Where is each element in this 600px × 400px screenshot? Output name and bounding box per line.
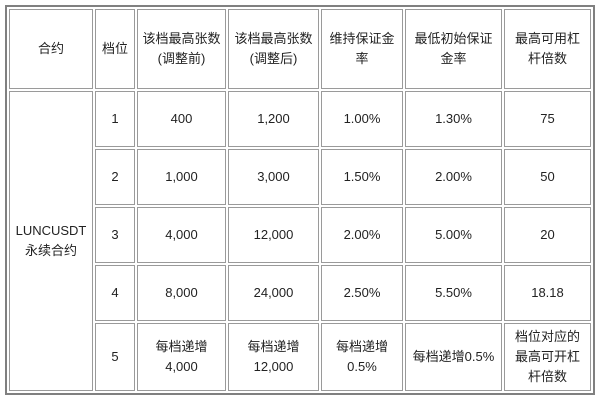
header-contract: 合约 bbox=[9, 9, 93, 89]
header-row: 合约 档位 该档最高张数 (调整前) 该档最高张数 (调整后) 维持保证金率 最… bbox=[9, 9, 591, 89]
tier-cell: 1 bbox=[95, 91, 135, 147]
max-leverage-cell: 20 bbox=[504, 207, 591, 263]
max-leverage-cell: 档位对应的最高可开杠杆倍数 bbox=[504, 323, 591, 392]
max-leverage-cell: 18.18 bbox=[504, 265, 591, 321]
max-before-cell: 400 bbox=[137, 91, 226, 147]
header-max-contracts-before: 该档最高张数 (调整前) bbox=[137, 9, 226, 89]
header-min-initial-margin-rate: 最低初始保证金率 bbox=[405, 9, 502, 89]
max-after-cell: 每档递增12,000 bbox=[228, 323, 319, 392]
initial-margin-cell: 5.50% bbox=[405, 265, 502, 321]
maintenance-margin-cell: 1.50% bbox=[321, 149, 403, 205]
table-row: 4 8,000 24,000 2.50% 5.50% 18.18 bbox=[9, 265, 591, 321]
header-max-leverage: 最高可用杠杆倍数 bbox=[504, 9, 591, 89]
maintenance-margin-cell: 1.00% bbox=[321, 91, 403, 147]
maintenance-margin-cell: 2.00% bbox=[321, 207, 403, 263]
max-after-cell: 24,000 bbox=[228, 265, 319, 321]
initial-margin-cell: 1.30% bbox=[405, 91, 502, 147]
table-row: 3 4,000 12,000 2.00% 5.00% 20 bbox=[9, 207, 591, 263]
table-row: 2 1,000 3,000 1.50% 2.00% 50 bbox=[9, 149, 591, 205]
maintenance-margin-cell: 2.50% bbox=[321, 265, 403, 321]
max-after-cell: 3,000 bbox=[228, 149, 319, 205]
max-before-cell: 8,000 bbox=[137, 265, 226, 321]
tier-cell: 2 bbox=[95, 149, 135, 205]
tier-cell: 5 bbox=[95, 323, 135, 392]
max-after-cell: 1,200 bbox=[228, 91, 319, 147]
initial-margin-cell: 每档递增0.5% bbox=[405, 323, 502, 392]
table-row: LUNCUSDT 永续合约 1 400 1,200 1.00% 1.30% 75 bbox=[9, 91, 591, 392]
table-row: 5 每档递增4,000 每档递增12,000 每档递增0.5% 每档递增0.5%… bbox=[9, 323, 591, 392]
header-maintenance-margin-rate: 维持保证金率 bbox=[321, 9, 403, 89]
initial-margin-cell: 2.00% bbox=[405, 149, 502, 205]
header-tier: 档位 bbox=[95, 9, 135, 89]
tier-cell: 3 bbox=[95, 207, 135, 263]
max-before-cell: 4,000 bbox=[137, 207, 226, 263]
max-before-cell: 每档递增4,000 bbox=[137, 323, 226, 392]
max-before-cell: 1,000 bbox=[137, 149, 226, 205]
max-after-cell: 12,000 bbox=[228, 207, 319, 263]
max-leverage-cell: 75 bbox=[504, 91, 591, 147]
initial-margin-cell: 5.00% bbox=[405, 207, 502, 263]
maintenance-margin-cell: 每档递增0.5% bbox=[321, 323, 403, 392]
contract-name-cell: LUNCUSDT 永续合约 bbox=[9, 91, 93, 392]
header-max-contracts-after: 该档最高张数 (调整后) bbox=[228, 9, 319, 89]
max-leverage-cell: 50 bbox=[504, 149, 591, 205]
leverage-tier-table: 合约 档位 该档最高张数 (调整前) 该档最高张数 (调整后) 维持保证金率 最… bbox=[5, 5, 595, 396]
tier-cell: 4 bbox=[95, 265, 135, 321]
